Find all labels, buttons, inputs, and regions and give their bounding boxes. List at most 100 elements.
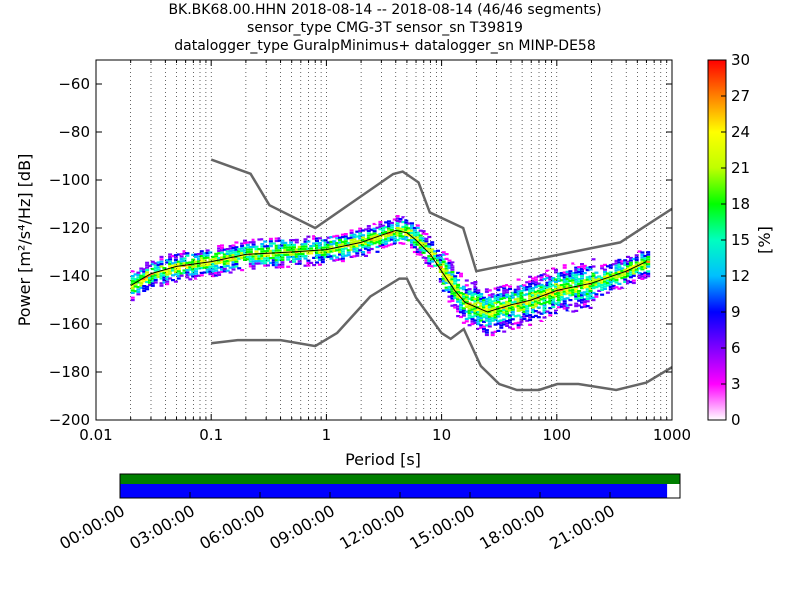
psd-cell: [243, 258, 247, 261]
psd-cell: [277, 249, 282, 252]
psd-cell: [292, 258, 296, 261]
psd-cell: [136, 281, 141, 284]
psd-cell: [470, 282, 475, 285]
psd-cell: [346, 242, 351, 245]
psd-cell: [559, 286, 564, 289]
psd-cell: [240, 245, 245, 248]
psd-cell: [568, 279, 573, 282]
psd-cell: [194, 277, 198, 280]
psd-cell: [220, 270, 224, 273]
psd-cell: [292, 239, 296, 242]
psd-cell: [280, 254, 285, 257]
psd-cell: [513, 324, 518, 327]
psd-cell: [395, 239, 400, 242]
psd-cell: [634, 266, 639, 269]
psd-cell: [533, 278, 538, 281]
psd-cell: [260, 245, 265, 248]
psd-cell: [171, 269, 175, 272]
psd-cell: [623, 256, 628, 259]
psd-cell: [539, 274, 544, 277]
psd-cell: [467, 312, 472, 315]
psd-cell: [407, 217, 412, 220]
psd-cell: [545, 288, 550, 292]
psd-cell: [476, 311, 481, 314]
psd-cell: [153, 264, 158, 267]
psd-cell: [508, 304, 512, 307]
psd-cell: [427, 255, 432, 258]
psd-cell: [260, 238, 265, 241]
psd-cell: [171, 274, 175, 277]
psd-cell: [559, 312, 564, 315]
psd-cell: [542, 292, 547, 295]
psd-cell: [585, 293, 590, 296]
psd-cell: [320, 246, 325, 249]
psd-cell: [340, 260, 345, 263]
psd-cell: [329, 250, 334, 253]
psd-cell: [159, 277, 164, 280]
psd-cell: [225, 269, 230, 272]
psd-cell: [438, 278, 443, 281]
psd-cell: [280, 263, 285, 266]
psd-cell: [565, 306, 570, 309]
psd-cell: [389, 229, 394, 232]
psd-cell: [326, 243, 331, 246]
psd-cell: [626, 267, 630, 270]
psd-cell: [456, 300, 461, 303]
psd-cell: [441, 263, 446, 266]
psd-cell: [323, 234, 328, 237]
psd-cell: [289, 241, 294, 244]
psd-cell: [574, 290, 579, 293]
psd-cell: [459, 315, 463, 319]
psd-cell: [387, 229, 391, 233]
psd-cell: [145, 285, 150, 288]
psd-cell: [479, 300, 484, 303]
psd-cell: [510, 294, 515, 297]
psd-cell: [260, 259, 265, 262]
psd-cell: [225, 257, 230, 260]
psd-cell: [467, 314, 472, 317]
psd-cell: [502, 330, 507, 333]
psd-cell: [384, 242, 389, 246]
psd-cell: [614, 281, 619, 284]
psd-cell: [536, 289, 541, 292]
psd-cell: [580, 291, 584, 294]
psd-cell: [312, 242, 317, 245]
psd-cell: [510, 296, 515, 299]
psd-cell: [528, 292, 533, 295]
psd-cell: [231, 254, 236, 257]
psd-cell: [577, 268, 582, 271]
psd-cell: [153, 281, 158, 284]
psd-cell: [173, 268, 178, 271]
psd-cell: [588, 268, 593, 271]
psd-cell: [571, 281, 576, 284]
psd-cell: [531, 294, 535, 297]
psd-cell: [456, 307, 461, 310]
psd-cell: [571, 293, 576, 296]
psd-cell: [600, 286, 605, 289]
psd-cell: [456, 305, 461, 308]
psd-cell: [447, 295, 452, 298]
psd-cell: [594, 295, 599, 298]
psd-cell: [240, 240, 245, 243]
psd-cell: [214, 257, 219, 260]
psd-cell: [533, 295, 538, 298]
psd-cell: [427, 250, 432, 253]
psd-cell: [424, 261, 429, 264]
psd-cell: [220, 261, 224, 264]
psd-cell: [617, 263, 622, 266]
psd-cell: [536, 294, 541, 297]
psd-cell: [640, 251, 645, 254]
psd-cell: [441, 277, 446, 280]
psd-cell: [585, 283, 590, 286]
psd-cell: [387, 237, 391, 240]
axes: 0.01 0.1 1 10 100 1000−200−180−160−140−120−10…: [49, 60, 691, 444]
psd-cell: [608, 285, 613, 288]
psd-cell: [251, 255, 256, 258]
psd-cell: [499, 309, 504, 312]
psd-cell: [453, 280, 458, 283]
psd-cell: [536, 301, 541, 304]
psd-cell: [378, 242, 383, 245]
psd-cell: [205, 263, 210, 266]
psd-cell: [620, 262, 625, 265]
psd-cell: [646, 258, 651, 261]
